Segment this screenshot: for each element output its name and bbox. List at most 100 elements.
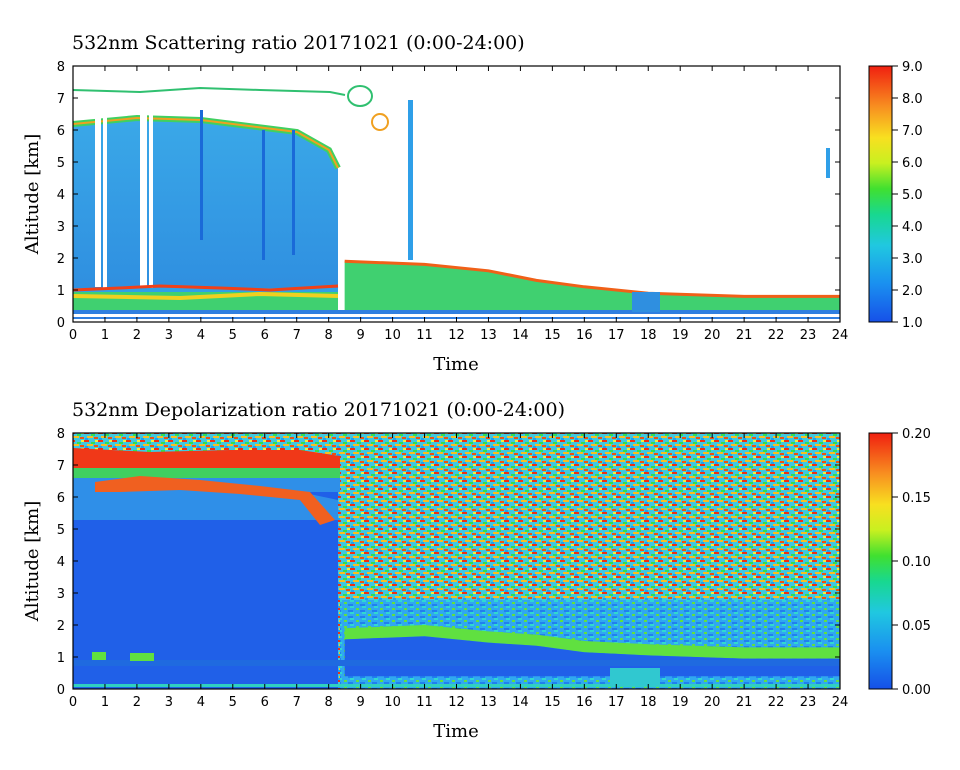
x-axis-label: Time xyxy=(433,721,478,742)
y-tick-label: 5 xyxy=(57,523,65,538)
x-tick-label: 3 xyxy=(165,695,173,710)
x-tick-label: 19 xyxy=(672,695,689,710)
x-tick-label: 7 xyxy=(293,328,301,343)
x-tick-label: 24 xyxy=(832,328,849,343)
scattering-ratio-heatmap xyxy=(72,66,840,322)
depolarization-ratio-heatmap xyxy=(73,433,840,689)
colorbar-tick-label: 3.0 xyxy=(902,252,923,267)
y-tick-label: 4 xyxy=(57,555,65,570)
spot xyxy=(130,653,154,661)
x-tick-label: 0 xyxy=(69,328,77,343)
x-tick-label: 10 xyxy=(384,695,401,710)
x-tick-label: 4 xyxy=(197,695,205,710)
x-tick-label: 12 xyxy=(448,328,465,343)
chart-title: 532nm Scattering ratio 20171021 (0:00-24… xyxy=(72,32,525,54)
x-tick-label: 13 xyxy=(480,695,497,710)
colorbar-tick-label: 0.10 xyxy=(902,555,931,570)
surface-band xyxy=(73,310,840,314)
x-tick-label: 5 xyxy=(229,695,237,710)
x-tick-label: 8 xyxy=(325,328,333,343)
x-tick-label: 21 xyxy=(736,328,753,343)
colorbar xyxy=(868,65,893,323)
y-tick-label: 3 xyxy=(57,220,65,235)
x-tick-label: 19 xyxy=(672,328,689,343)
chart-title: 532nm Depolarization ratio 20171021 (0:0… xyxy=(72,399,565,421)
x-tick-label: 6 xyxy=(261,328,269,343)
cloud-layer-edge xyxy=(73,468,340,478)
colorbar-tick-label: 7.0 xyxy=(902,124,923,139)
cirrus-base-red xyxy=(95,476,335,525)
low-cloud-column xyxy=(632,292,660,312)
streak xyxy=(292,130,295,255)
x-tick-label: 22 xyxy=(768,695,785,710)
x-tick-label: 2 xyxy=(133,695,141,710)
x-tick-label: 11 xyxy=(416,328,433,343)
colorbar-tick-label: 9.0 xyxy=(902,60,923,75)
x-axis-label: Time xyxy=(433,354,478,375)
x-tick-label: 17 xyxy=(608,328,625,343)
cloud-blob xyxy=(371,113,389,131)
colorbar-tick-label: 4.0 xyxy=(902,220,923,235)
y-axis-label: Altitude [km] xyxy=(22,501,43,623)
colorbar-tick-label: 8.0 xyxy=(902,92,923,107)
gap xyxy=(103,110,107,288)
streak xyxy=(262,130,265,260)
boundary-layer-band xyxy=(72,291,339,301)
surface-band xyxy=(73,660,840,666)
boundary-layer-band xyxy=(344,625,840,659)
y-axis-ticks: 0 1 2 3 4 5 6 7 8 xyxy=(57,60,840,331)
x-tick-label: 8 xyxy=(325,695,333,710)
x-tick-label: 23 xyxy=(800,328,817,343)
x-tick-label: 12 xyxy=(448,695,465,710)
x-tick-label: 18 xyxy=(640,695,657,710)
x-tick-label: 11 xyxy=(416,695,433,710)
x-tick-label: 22 xyxy=(768,328,785,343)
colorbar-tick-label: 0.20 xyxy=(902,427,931,442)
x-tick-label: 9 xyxy=(356,695,364,710)
low-depol-region xyxy=(73,490,338,689)
y-tick-label: 6 xyxy=(57,124,65,139)
x-tick-label: 14 xyxy=(512,695,529,710)
y-tick-label: 0 xyxy=(57,316,65,331)
colorbar-tick-label: 2.0 xyxy=(902,284,923,299)
gap xyxy=(95,112,101,287)
cirrus-region xyxy=(73,118,338,290)
x-tick-label: 7 xyxy=(293,695,301,710)
y-tick-label: 6 xyxy=(57,491,65,506)
y-tick-label: 5 xyxy=(57,156,65,171)
y-tick-label: 2 xyxy=(57,619,65,634)
x-tick-label: 17 xyxy=(608,695,625,710)
boundary-layer-day xyxy=(344,261,840,313)
scattering-ratio-panel: 532nm Scattering ratio 20171021 (0:00-24… xyxy=(22,32,923,375)
x-tick-label: 21 xyxy=(736,695,753,710)
x-tick-label: 15 xyxy=(544,328,561,343)
y-tick-label: 2 xyxy=(57,252,65,267)
cloud-column-10h xyxy=(408,100,413,260)
colorbar-tick-label: 6.0 xyxy=(902,156,923,171)
y-tick-label: 1 xyxy=(57,284,65,299)
spot xyxy=(92,652,106,660)
x-tick-label: 1 xyxy=(101,695,109,710)
x-tick-label: 15 xyxy=(544,695,561,710)
y-axis-ticks: 0 1 2 3 4 5 6 7 8 xyxy=(57,427,840,698)
x-tick-label: 23 xyxy=(800,695,817,710)
colorbar-tick-label: 0.15 xyxy=(902,491,931,506)
x-tick-label: 5 xyxy=(229,328,237,343)
x-tick-label: 20 xyxy=(704,328,721,343)
x-axis-ticks: 0 1 2 3 4 5 6 7 8 9 10 11 12 13 14 15 16 17 18 19 20 21 22 23 24 xyxy=(69,66,848,343)
streak xyxy=(200,110,203,240)
y-axis-label: Altitude [km] xyxy=(22,134,43,256)
depolarization-ratio-panel: 532nm Depolarization ratio 20171021 (0:0… xyxy=(22,399,931,742)
x-tick-label: 2 xyxy=(133,328,141,343)
x-tick-label: 4 xyxy=(197,328,205,343)
boundary-layer-top xyxy=(72,284,339,292)
x-tick-label: 16 xyxy=(576,328,593,343)
x-tick-label: 16 xyxy=(576,695,593,710)
gap xyxy=(149,112,153,288)
colorbar xyxy=(868,432,893,690)
x-tick-label: 14 xyxy=(512,328,529,343)
colorbar-tick-label: 1.0 xyxy=(902,316,923,331)
y-tick-label: 4 xyxy=(57,188,65,203)
x-tick-label: 6 xyxy=(261,695,269,710)
x-tick-label: 24 xyxy=(832,695,849,710)
